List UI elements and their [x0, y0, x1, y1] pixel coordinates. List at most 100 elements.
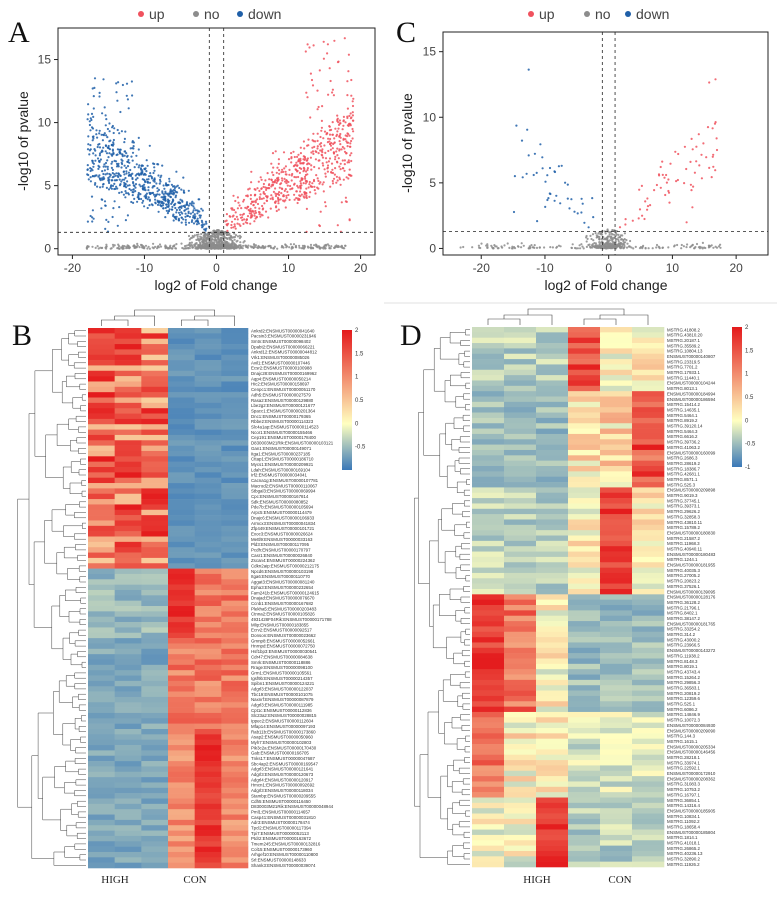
point-up	[293, 175, 296, 179]
heatmap-cell	[194, 819, 222, 826]
point-no	[294, 245, 297, 249]
heatmap-cell	[632, 449, 665, 456]
point-up	[348, 134, 351, 137]
heatmap-cell	[568, 690, 601, 697]
heatmap-cell	[568, 535, 601, 542]
point-down	[176, 191, 179, 194]
heatmap-cell	[88, 483, 115, 489]
point-no	[486, 246, 489, 249]
y-axis-title-a: -log10 of pvalue	[15, 91, 31, 191]
heatmap-cell	[536, 824, 569, 830]
heatmap-cell	[194, 857, 222, 863]
point-down	[89, 180, 92, 183]
point-down	[172, 199, 175, 202]
point-no	[233, 232, 236, 235]
point-up	[331, 88, 334, 91]
point-up	[304, 157, 307, 160]
point-up	[322, 40, 325, 43]
point-no	[215, 243, 218, 246]
heatmap-cell	[221, 333, 249, 339]
row-label: MSTRG.33254.2	[667, 627, 701, 632]
dendrogram-branch	[81, 490, 86, 497]
row-label: Pik3c2a:ENSMUST00000170430	[251, 745, 317, 750]
point-no	[201, 240, 204, 243]
point-down	[119, 152, 122, 155]
point-up	[322, 137, 325, 140]
heatmap-cell	[536, 540, 569, 547]
dendrogram-branch	[466, 479, 470, 485]
point-up	[262, 182, 265, 186]
heatmap-cell	[88, 461, 115, 468]
point-up	[281, 168, 284, 171]
dendrogram-branch	[465, 329, 470, 336]
point-up	[280, 182, 283, 185]
point-down	[146, 206, 149, 210]
point-no	[625, 239, 628, 242]
point-down	[145, 170, 148, 173]
point-no	[714, 245, 717, 248]
heatmap-cell	[221, 611, 249, 618]
point-no	[622, 246, 626, 249]
point-up	[336, 61, 340, 64]
row-label: MSTRG.32858.3	[667, 514, 701, 519]
heatmap-cell	[221, 654, 249, 660]
heatmap-cell	[114, 472, 142, 479]
point-down	[191, 211, 194, 214]
point-down	[592, 216, 595, 219]
heatmap-cell	[168, 696, 195, 703]
heatmap-cell	[600, 829, 633, 836]
point-up	[318, 69, 321, 72]
point-up	[350, 94, 353, 97]
heatmap-cell	[141, 488, 169, 495]
heatmap-cell	[168, 440, 195, 446]
point-down	[118, 150, 121, 153]
point-down	[88, 153, 91, 156]
point-up	[239, 224, 242, 227]
point-down	[170, 208, 173, 211]
dendrogram-branch	[445, 422, 454, 445]
heatmap-cell	[114, 456, 142, 462]
point-down	[177, 201, 180, 204]
heatmap-cell	[114, 499, 142, 505]
point-down	[103, 106, 106, 109]
heatmap-cell	[88, 771, 115, 778]
point-down	[164, 197, 167, 200]
heatmap-cell	[472, 444, 505, 451]
point-down	[115, 172, 118, 175]
point-up	[667, 178, 670, 181]
heatmap-cell	[221, 344, 249, 350]
point-down	[133, 166, 136, 169]
point-up	[674, 150, 677, 153]
column-dendrogram-b	[101, 309, 235, 326]
row-label: Ankrd12:ENSMUST00000044812	[251, 350, 317, 355]
point-no	[624, 241, 627, 244]
point-no	[213, 245, 216, 248]
point-up	[712, 165, 715, 168]
plot-frame-c	[442, 31, 769, 256]
point-up	[231, 207, 234, 210]
point-up	[249, 207, 252, 210]
dendrogram-branch	[81, 661, 86, 668]
point-no	[193, 244, 196, 248]
heatmap-cell	[632, 637, 665, 643]
point-up	[326, 52, 329, 55]
point-no	[128, 246, 131, 249]
point-up	[252, 210, 255, 213]
heatmap-cell	[632, 808, 665, 814]
point-up	[327, 93, 330, 96]
heatmap-cell	[88, 402, 115, 409]
heatmap-cell	[114, 477, 142, 484]
point-up	[338, 140, 341, 143]
heatmap-cell	[168, 584, 195, 591]
point-down	[129, 174, 133, 178]
point-down	[125, 166, 128, 169]
heatmap-cell	[504, 749, 537, 756]
row-label: MSTRG.23319.5	[667, 359, 701, 364]
dendrogram-branch	[65, 675, 75, 687]
heatmap-cell	[472, 605, 505, 611]
point-no	[330, 245, 333, 248]
heatmap-cell	[472, 567, 505, 574]
point-up	[332, 142, 335, 146]
point-no	[245, 244, 248, 247]
point-down	[124, 196, 127, 199]
